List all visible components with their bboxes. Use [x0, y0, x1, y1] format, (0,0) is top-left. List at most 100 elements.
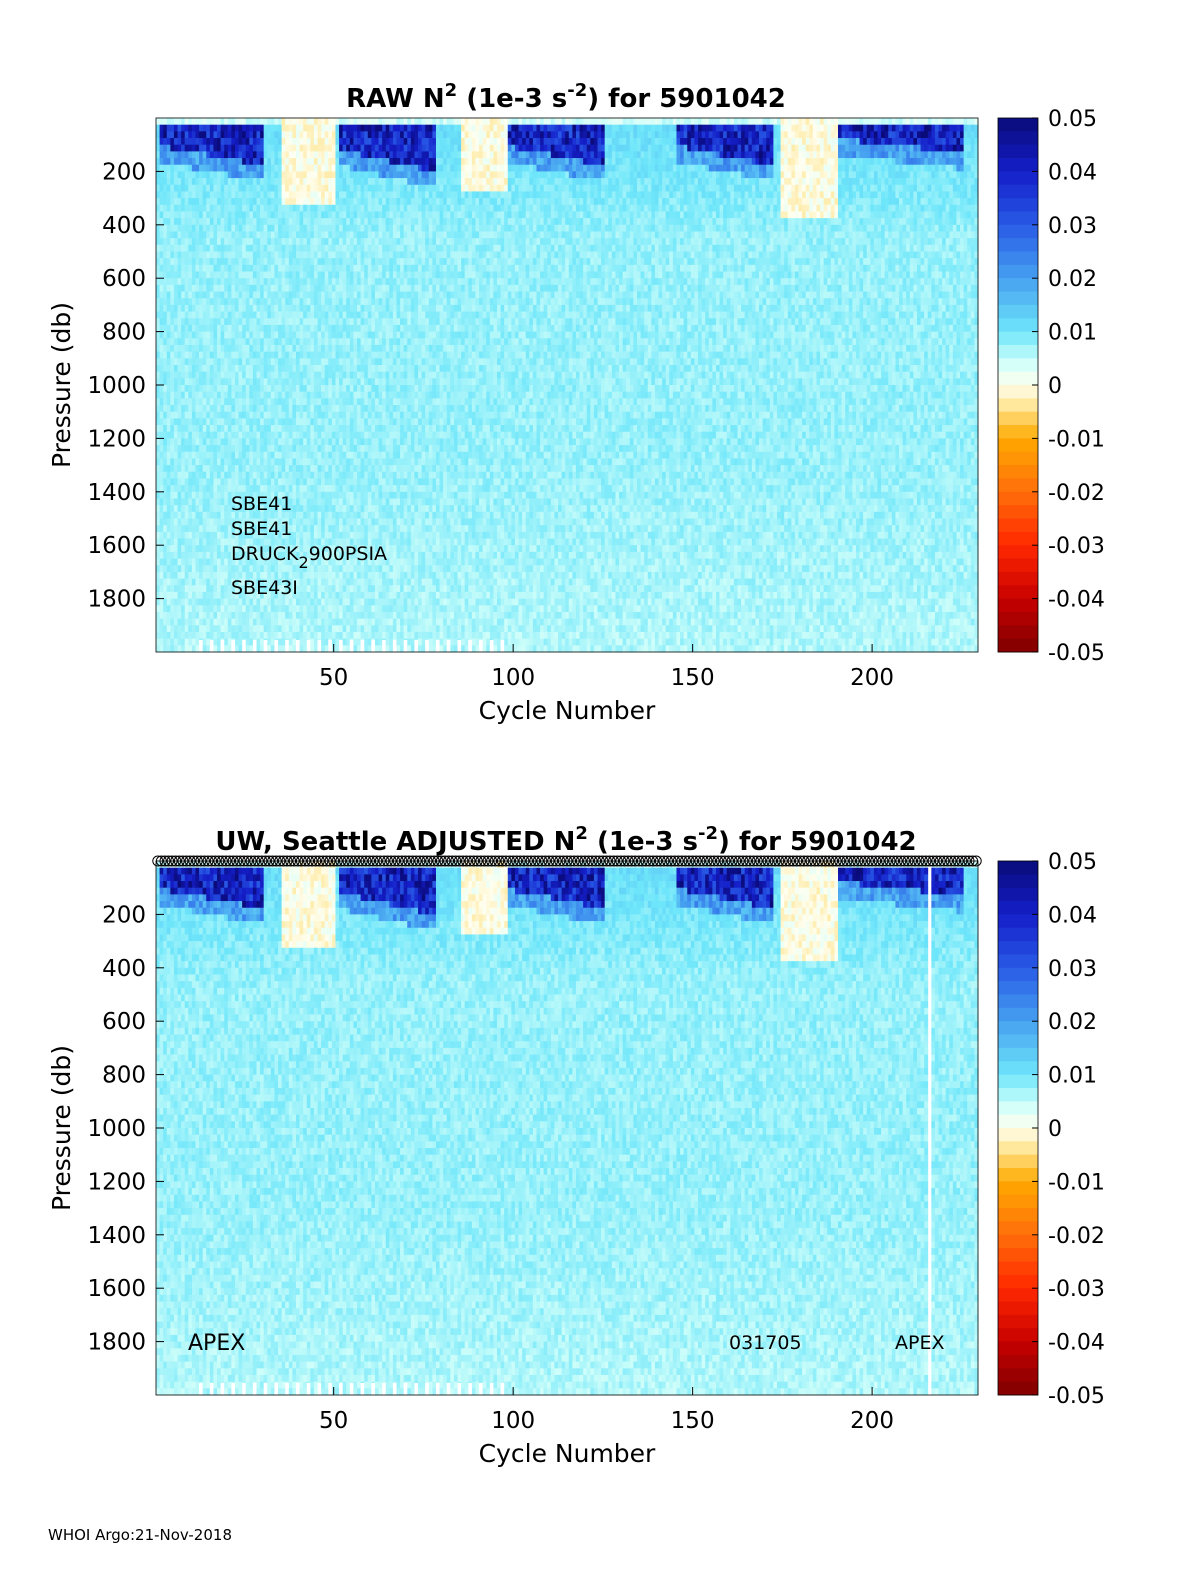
heat-cell	[371, 144, 376, 152]
heat-cell	[310, 298, 315, 306]
heat-cell	[342, 485, 347, 493]
heat-cell	[213, 571, 218, 579]
heat-cell	[249, 251, 254, 259]
heat-cell	[249, 518, 254, 526]
heat-cell	[339, 471, 344, 479]
heat-cell	[206, 144, 211, 152]
heat-cell	[224, 364, 229, 373]
heat-cell	[217, 211, 222, 219]
heat-cell	[195, 471, 200, 479]
heat-cell	[227, 331, 232, 339]
heat-cell	[220, 471, 225, 479]
heat-cell	[313, 498, 318, 506]
heat-cell	[163, 278, 168, 286]
heat-cell	[331, 485, 336, 493]
heat-cell	[263, 625, 268, 633]
heat-cell	[288, 405, 293, 413]
heat-cell	[242, 605, 247, 613]
heat-cell	[278, 398, 283, 406]
heat-cell	[342, 358, 347, 366]
heat-cell	[353, 558, 358, 566]
heat-cell	[360, 124, 365, 132]
heat-cell	[299, 144, 304, 152]
heat-cell	[166, 625, 171, 633]
heat-cell	[170, 385, 175, 393]
heat-cell	[202, 438, 207, 446]
heat-cell	[260, 558, 265, 566]
heat-cell	[213, 411, 218, 419]
heat-cell	[324, 458, 329, 466]
heat-cell	[217, 438, 222, 446]
heat-cell	[206, 565, 211, 573]
heat-cell	[313, 618, 318, 626]
heat-cell	[306, 538, 311, 546]
heat-cell	[274, 438, 279, 446]
heat-cell	[371, 458, 376, 466]
heat-cell	[166, 198, 171, 206]
heat-cell	[242, 625, 247, 633]
heat-cell	[220, 358, 225, 366]
heat-cell	[159, 491, 164, 499]
heat-cell	[184, 358, 189, 366]
heat-cell	[335, 458, 340, 466]
heat-cell	[242, 578, 247, 586]
heat-cell	[173, 445, 178, 453]
heat-cell	[173, 324, 178, 332]
heat-cell	[188, 124, 193, 132]
heat-cell	[227, 344, 232, 353]
heat-cell	[199, 398, 204, 406]
heat-cell	[173, 278, 178, 286]
heat-cell	[260, 391, 265, 399]
heat-cell	[335, 278, 340, 286]
heat-cell	[195, 525, 200, 533]
heat-cell	[209, 271, 214, 279]
heat-cell	[224, 171, 229, 179]
heat-cell	[310, 405, 315, 413]
heat-cell	[252, 445, 257, 453]
heat-cell	[245, 418, 250, 426]
heat-cell	[177, 218, 182, 226]
heat-cell	[335, 291, 340, 299]
heat-cell	[371, 611, 376, 620]
heat-cell	[292, 271, 297, 279]
heat-cell	[206, 498, 211, 506]
heat-cell	[270, 124, 275, 132]
heat-cell	[270, 178, 275, 186]
heat-cell	[234, 418, 239, 426]
heat-cell	[353, 518, 358, 526]
heat-cell	[299, 591, 304, 599]
heat-cell	[206, 358, 211, 366]
heat-cell	[317, 565, 322, 573]
heat-cell	[299, 585, 304, 593]
heat-cell	[184, 211, 189, 219]
heat-cell	[299, 371, 304, 379]
heat-cell	[159, 131, 164, 139]
heat-cell	[270, 418, 275, 426]
heat-cell	[195, 511, 200, 519]
heat-cell	[346, 138, 351, 146]
heat-cell	[292, 598, 297, 606]
heat-cell	[213, 311, 218, 319]
heat-cell	[285, 271, 290, 279]
heat-cell	[199, 198, 204, 206]
heat-cell	[360, 631, 365, 640]
heat-cell	[374, 298, 379, 306]
heat-cell	[181, 258, 186, 266]
heat-cell	[206, 471, 211, 479]
heat-cell	[249, 411, 254, 419]
heat-cell	[328, 278, 333, 286]
heat-cell	[270, 391, 275, 399]
heat-cell	[209, 318, 214, 326]
heat-cell	[353, 264, 358, 272]
heat-cell	[209, 164, 214, 172]
heat-cell	[209, 151, 214, 159]
heat-cell	[245, 138, 250, 146]
heat-cell	[260, 184, 265, 192]
heat-cell	[328, 204, 333, 212]
heat-cell	[252, 231, 257, 239]
heat-cell	[306, 264, 311, 272]
heat-cell	[159, 204, 164, 212]
heat-cell	[238, 124, 243, 132]
heat-cell	[181, 291, 186, 299]
heat-cell	[260, 485, 265, 493]
